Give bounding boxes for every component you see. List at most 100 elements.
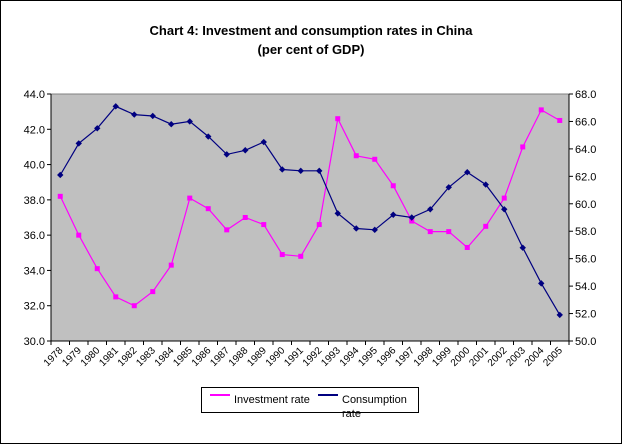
consumption-point <box>131 111 138 118</box>
x-tick-label: 1995 <box>356 345 380 369</box>
y-right-tick-label: 56.0 <box>575 254 596 266</box>
investment-point <box>113 294 119 300</box>
investment-point <box>279 252 285 258</box>
x-tick-label: 2000 <box>449 345 473 369</box>
y-right-tick-label: 68.0 <box>575 89 596 101</box>
investment-point <box>242 215 248 220</box>
investment-point <box>390 183 396 189</box>
x-tick-label: 1993 <box>319 345 343 369</box>
consumption-point <box>112 103 119 110</box>
x-tick-label: 2005 <box>541 345 565 369</box>
chart-subtitle: (per cent of GDP) <box>257 42 365 57</box>
x-tick-label: 1996 <box>375 345 399 369</box>
consumption-point <box>482 181 489 188</box>
chart-legend: Investment rate Consumption rate <box>201 387 419 420</box>
y-right-tick-label: 62.0 <box>575 171 596 183</box>
consumption-point <box>445 184 452 191</box>
y-right-tick-label: 64.0 <box>575 144 596 156</box>
x-tick-label: 2001 <box>467 345 491 369</box>
investment-point <box>427 229 433 235</box>
consumption-point <box>501 206 508 213</box>
consumption-point <box>538 280 545 287</box>
consumption-point <box>279 166 286 173</box>
consumption-point <box>94 125 101 132</box>
consumption-point <box>186 118 193 125</box>
investment-point <box>409 218 415 224</box>
x-tick-label: 1982 <box>116 345 140 369</box>
consumption-point <box>57 171 64 179</box>
x-tick-label: 1985 <box>171 345 195 369</box>
y-left-tick-label: 32.0 <box>24 301 45 313</box>
consumption-point <box>519 244 526 251</box>
x-tick-label: 2003 <box>504 345 528 369</box>
y-right-tick-label: 52.0 <box>575 309 596 321</box>
x-tick-label: 1988 <box>227 345 251 369</box>
y-right-tick-label: 54.0 <box>575 281 596 293</box>
x-tick-label: 2002 <box>486 345 510 369</box>
consumption-point <box>242 147 249 154</box>
x-tick-label: 2004 <box>523 345 547 369</box>
y-left-tick-label: 44.0 <box>24 89 45 101</box>
consumption-point <box>205 133 212 140</box>
y-left-tick-label: 30.0 <box>24 336 45 348</box>
consumption-point <box>390 211 397 218</box>
x-tick-label: 1997 <box>393 345 417 369</box>
x-tick-label: 1994 <box>338 345 362 369</box>
investment-point <box>483 223 489 229</box>
legend-swatch-investment <box>210 394 230 396</box>
consumption-point <box>427 206 434 213</box>
investment-point <box>538 107 544 113</box>
consumption-point <box>149 112 156 120</box>
consumption-point <box>168 120 175 128</box>
plot-area <box>50 93 570 342</box>
investment-point <box>501 195 507 201</box>
chart-title: Chart 4: Investment and consumption rate… <box>149 23 473 38</box>
consumption-point <box>297 167 304 175</box>
x-tick-label: 1984 <box>153 345 177 369</box>
consumption-point <box>334 210 341 217</box>
consumption-point <box>353 225 360 232</box>
investment-point <box>168 262 174 268</box>
x-tick-label: 1983 <box>134 345 158 369</box>
consumption-point <box>316 167 323 175</box>
investment-point <box>261 222 267 228</box>
y-right-tick-label: 50.0 <box>575 336 596 348</box>
x-tick-label: 1987 <box>208 345 232 369</box>
investment-point <box>57 193 63 199</box>
y-left-tick-label: 38.0 <box>24 195 45 207</box>
x-tick-label: 1999 <box>430 345 454 369</box>
series-line-investment <box>59 109 561 307</box>
investment-point <box>131 303 137 309</box>
y-left-tick-label: 42.0 <box>24 124 45 136</box>
y-right-tick-label: 66.0 <box>575 116 596 128</box>
investment-point <box>372 156 378 162</box>
investment-point <box>76 232 82 238</box>
x-tick-label: 1978 <box>42 345 66 369</box>
consumption-point <box>223 151 230 158</box>
y-left-tick-label: 34.0 <box>24 265 45 277</box>
investment-point <box>205 206 211 212</box>
y-right-tick-label: 58.0 <box>575 226 596 238</box>
investment-point <box>335 116 341 122</box>
investment-point <box>187 195 193 201</box>
investment-point <box>520 144 526 150</box>
investment-point <box>94 266 100 272</box>
x-tick-label: 1981 <box>97 345 121 369</box>
x-tick-label: 1980 <box>79 345 103 369</box>
consumption-point <box>75 140 82 147</box>
consumption-point <box>408 214 415 221</box>
x-tick-label: 1998 <box>412 345 436 369</box>
investment-point <box>150 289 156 295</box>
y-left-tick-label: 40.0 <box>24 160 45 172</box>
x-tick-label: 1986 <box>190 345 214 369</box>
x-tick-label: 1991 <box>282 345 306 369</box>
consumption-point <box>260 138 267 146</box>
x-tick-label: 1992 <box>301 345 325 369</box>
legend-swatch-consumption <box>318 394 338 396</box>
legend-label-consumption: Consumption rate <box>342 394 407 420</box>
y-left-tick-label: 36.0 <box>24 230 45 242</box>
investment-point <box>316 222 322 228</box>
investment-point <box>557 117 563 123</box>
